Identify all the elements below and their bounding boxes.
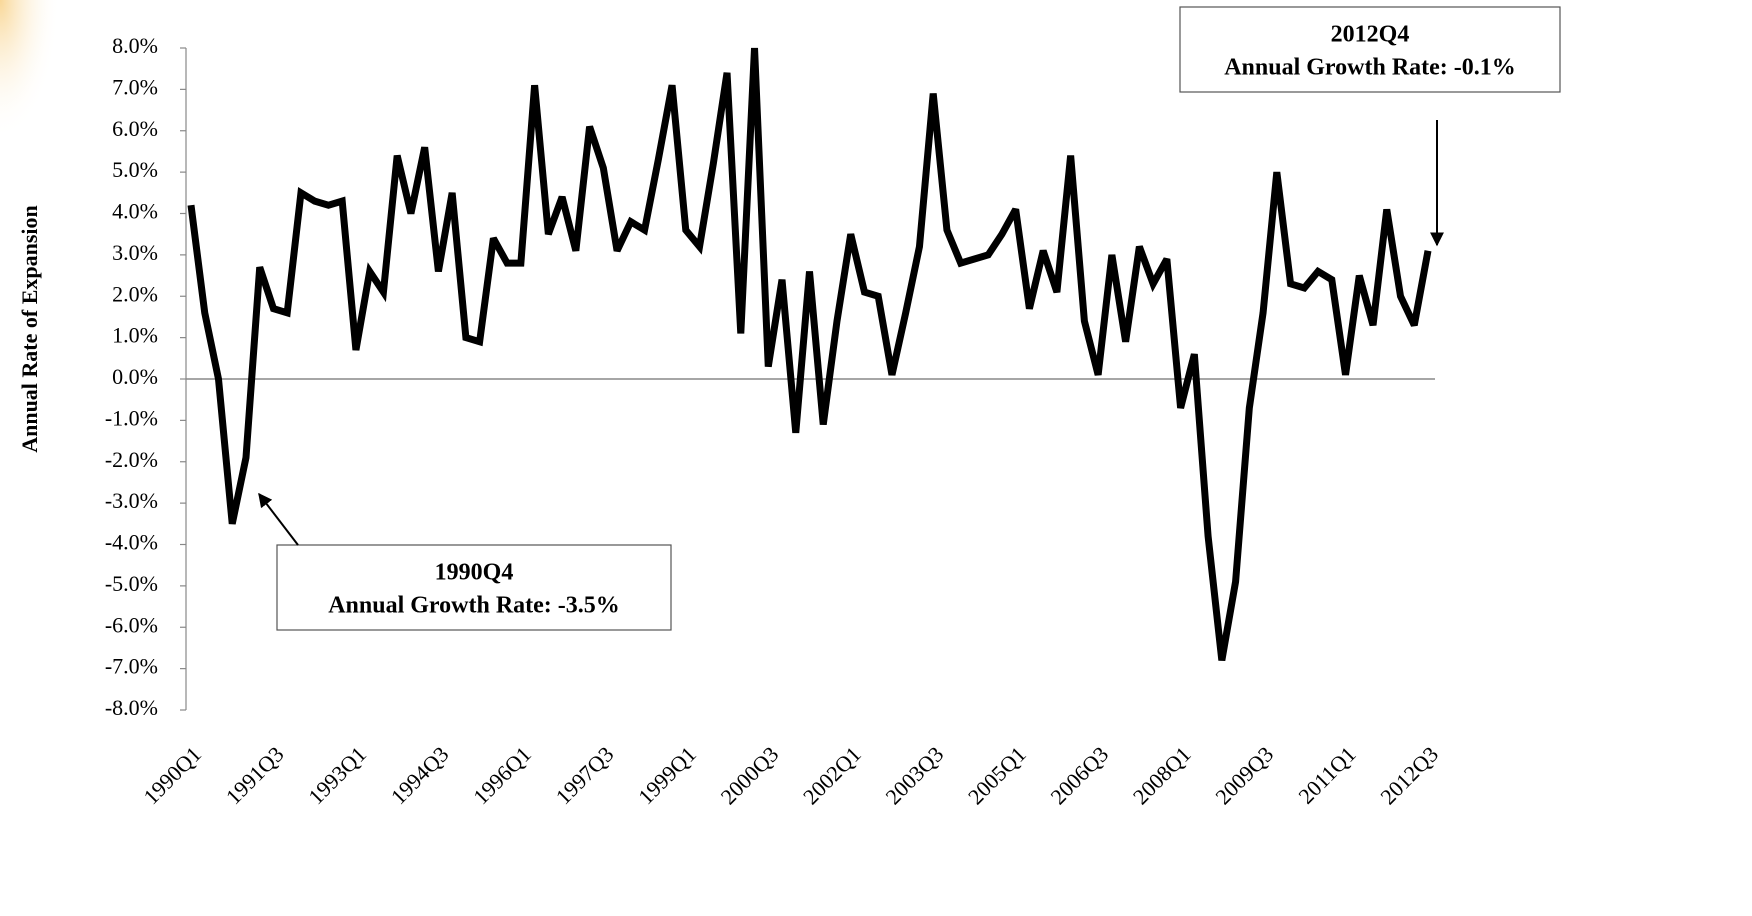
x-tick-label: 2011Q1	[1293, 741, 1360, 808]
annotation-box	[1179, 6, 1561, 93]
x-tick-label: 1991Q3	[221, 741, 289, 809]
x-tick-label: 2006Q3	[1045, 741, 1113, 809]
y-tick-label: 4.0%	[112, 199, 158, 224]
x-tick-label: 1996Q1	[468, 741, 536, 809]
annotation-arrow	[258, 492, 299, 546]
x-tick-label: 2008Q1	[1128, 741, 1196, 809]
y-tick-label: 5.0%	[112, 157, 158, 182]
data-line	[187, 47, 1432, 661]
x-tick-label: 2005Q1	[963, 741, 1031, 809]
x-tick-label: 2000Q3	[716, 741, 784, 809]
x-tick-label: 1990Q1	[138, 741, 206, 809]
y-tick-label: 0.0%	[112, 364, 158, 389]
y-tick-label: -2.0%	[105, 447, 158, 472]
x-tick-label: 1993Q1	[303, 741, 371, 809]
annotation-box	[276, 544, 672, 631]
y-axis-label: Annual Rate of Expansion	[17, 205, 42, 453]
y-tick-label: -7.0%	[105, 654, 158, 679]
y-tick-label: 1.0%	[112, 323, 158, 348]
y-tick-label: -4.0%	[105, 530, 158, 555]
x-tick-label: 1994Q3	[386, 741, 454, 809]
y-tick-label: 7.0%	[112, 74, 158, 99]
y-tick-label: 2.0%	[112, 281, 158, 306]
x-tick-label: 2003Q3	[880, 741, 948, 809]
y-tick-label: 8.0%	[112, 33, 158, 58]
x-tick-label: 2002Q1	[798, 741, 866, 809]
annotation-text: 2012Q4	[1331, 22, 1410, 48]
y-tick-label: -8.0%	[105, 695, 158, 720]
y-tick-label: -3.0%	[105, 488, 158, 513]
x-tick-label: 1999Q1	[633, 741, 701, 809]
y-tick-label: 6.0%	[112, 116, 158, 141]
y-tick-label: 3.0%	[112, 240, 158, 265]
x-tick-label: 1997Q3	[551, 741, 619, 809]
annotation: 1990Q4 Annual Growth Rate: -3.5%	[258, 492, 672, 631]
x-tick-label: 2009Q3	[1210, 741, 1278, 809]
y-tick-label: -1.0%	[105, 405, 158, 430]
y-tick-label: -6.0%	[105, 612, 158, 637]
y-tick-label: -5.0%	[105, 571, 158, 596]
x-tick-label: 2012Q3	[1375, 741, 1443, 809]
annotation: 2012Q4 Annual Growth Rate: -0.1%	[1179, 6, 1561, 247]
annotation-text: Annual Growth Rate: -3.5%	[328, 593, 620, 619]
corner-glow	[0, 0, 60, 140]
annotation-text: 1990Q4	[435, 560, 514, 586]
annotation-text: Annual Growth Rate: -0.1%	[1224, 55, 1516, 81]
